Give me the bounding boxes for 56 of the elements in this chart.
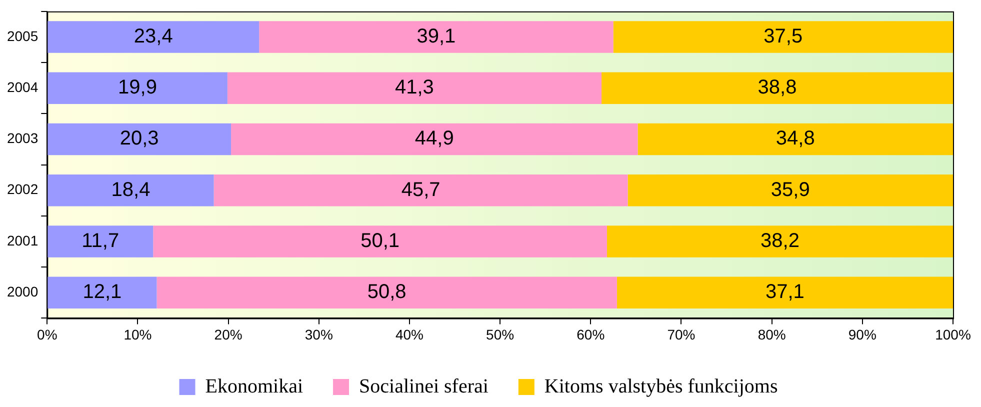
data-label: 50,1 (360, 230, 400, 252)
x-tick-label: 80% (758, 326, 786, 342)
y-tick-label: 2004 (6, 78, 38, 95)
bar (156, 276, 617, 308)
x-tick-label: 40% (395, 326, 424, 342)
y-tick-label: 2001 (6, 232, 38, 248)
x-tick-label: 70% (667, 326, 696, 342)
data-label: 11,7 (82, 230, 120, 252)
bar (153, 226, 607, 258)
bar (606, 226, 953, 258)
x-tick-label: 10% (124, 326, 152, 342)
y-tick-label: 2005 (6, 28, 38, 44)
data-label: 38,8 (758, 76, 797, 99)
y-tick-label: 2003 (6, 130, 38, 146)
bar (616, 276, 953, 308)
data-label: 37,1 (765, 281, 804, 304)
data-label: 34,8 (776, 128, 815, 150)
bar (231, 123, 638, 156)
data-label: 38,2 (760, 230, 800, 252)
bar (638, 123, 953, 156)
data-label: 18,4 (111, 178, 150, 201)
bar (227, 72, 602, 104)
data-label: 35,9 (770, 178, 810, 201)
bar (259, 21, 614, 53)
y-tick-label: 2002 (6, 181, 38, 198)
data-label: 45,7 (401, 178, 440, 201)
x-tick-label: 100% (935, 326, 971, 342)
data-label: 50,8 (367, 281, 406, 304)
y-tick-label: 2000 (6, 283, 38, 300)
data-label: 19,9 (118, 76, 157, 99)
x-tick-label: 60% (576, 326, 605, 342)
x-tick-label: 50% (486, 326, 514, 342)
bar (48, 123, 232, 156)
data-label: 39,1 (416, 25, 456, 48)
data-label: 12,1 (82, 281, 122, 304)
x-tick-label: 20% (214, 326, 242, 342)
bar (48, 174, 214, 206)
x-tick-label: 0% (37, 326, 58, 342)
data-label: 23,4 (134, 25, 173, 48)
bar (48, 21, 260, 53)
legend-label: Socialinei sferai (359, 375, 489, 398)
data-label: 41,3 (395, 76, 434, 99)
bar (214, 174, 628, 206)
data-label: 37,5 (764, 25, 803, 48)
bar (613, 21, 953, 53)
bar (628, 174, 953, 206)
x-tick-label: 90% (848, 326, 876, 342)
legend-label: Kitoms valstybės funkcijoms (544, 375, 778, 398)
legend-label: Ekonomikai (205, 375, 304, 398)
bar (48, 72, 228, 104)
x-tick-label: 30% (304, 326, 333, 342)
data-label: 20,3 (120, 128, 159, 150)
data-label: 44,9 (414, 128, 454, 150)
bar (602, 72, 953, 104)
bar (48, 276, 157, 308)
bar (48, 226, 154, 258)
